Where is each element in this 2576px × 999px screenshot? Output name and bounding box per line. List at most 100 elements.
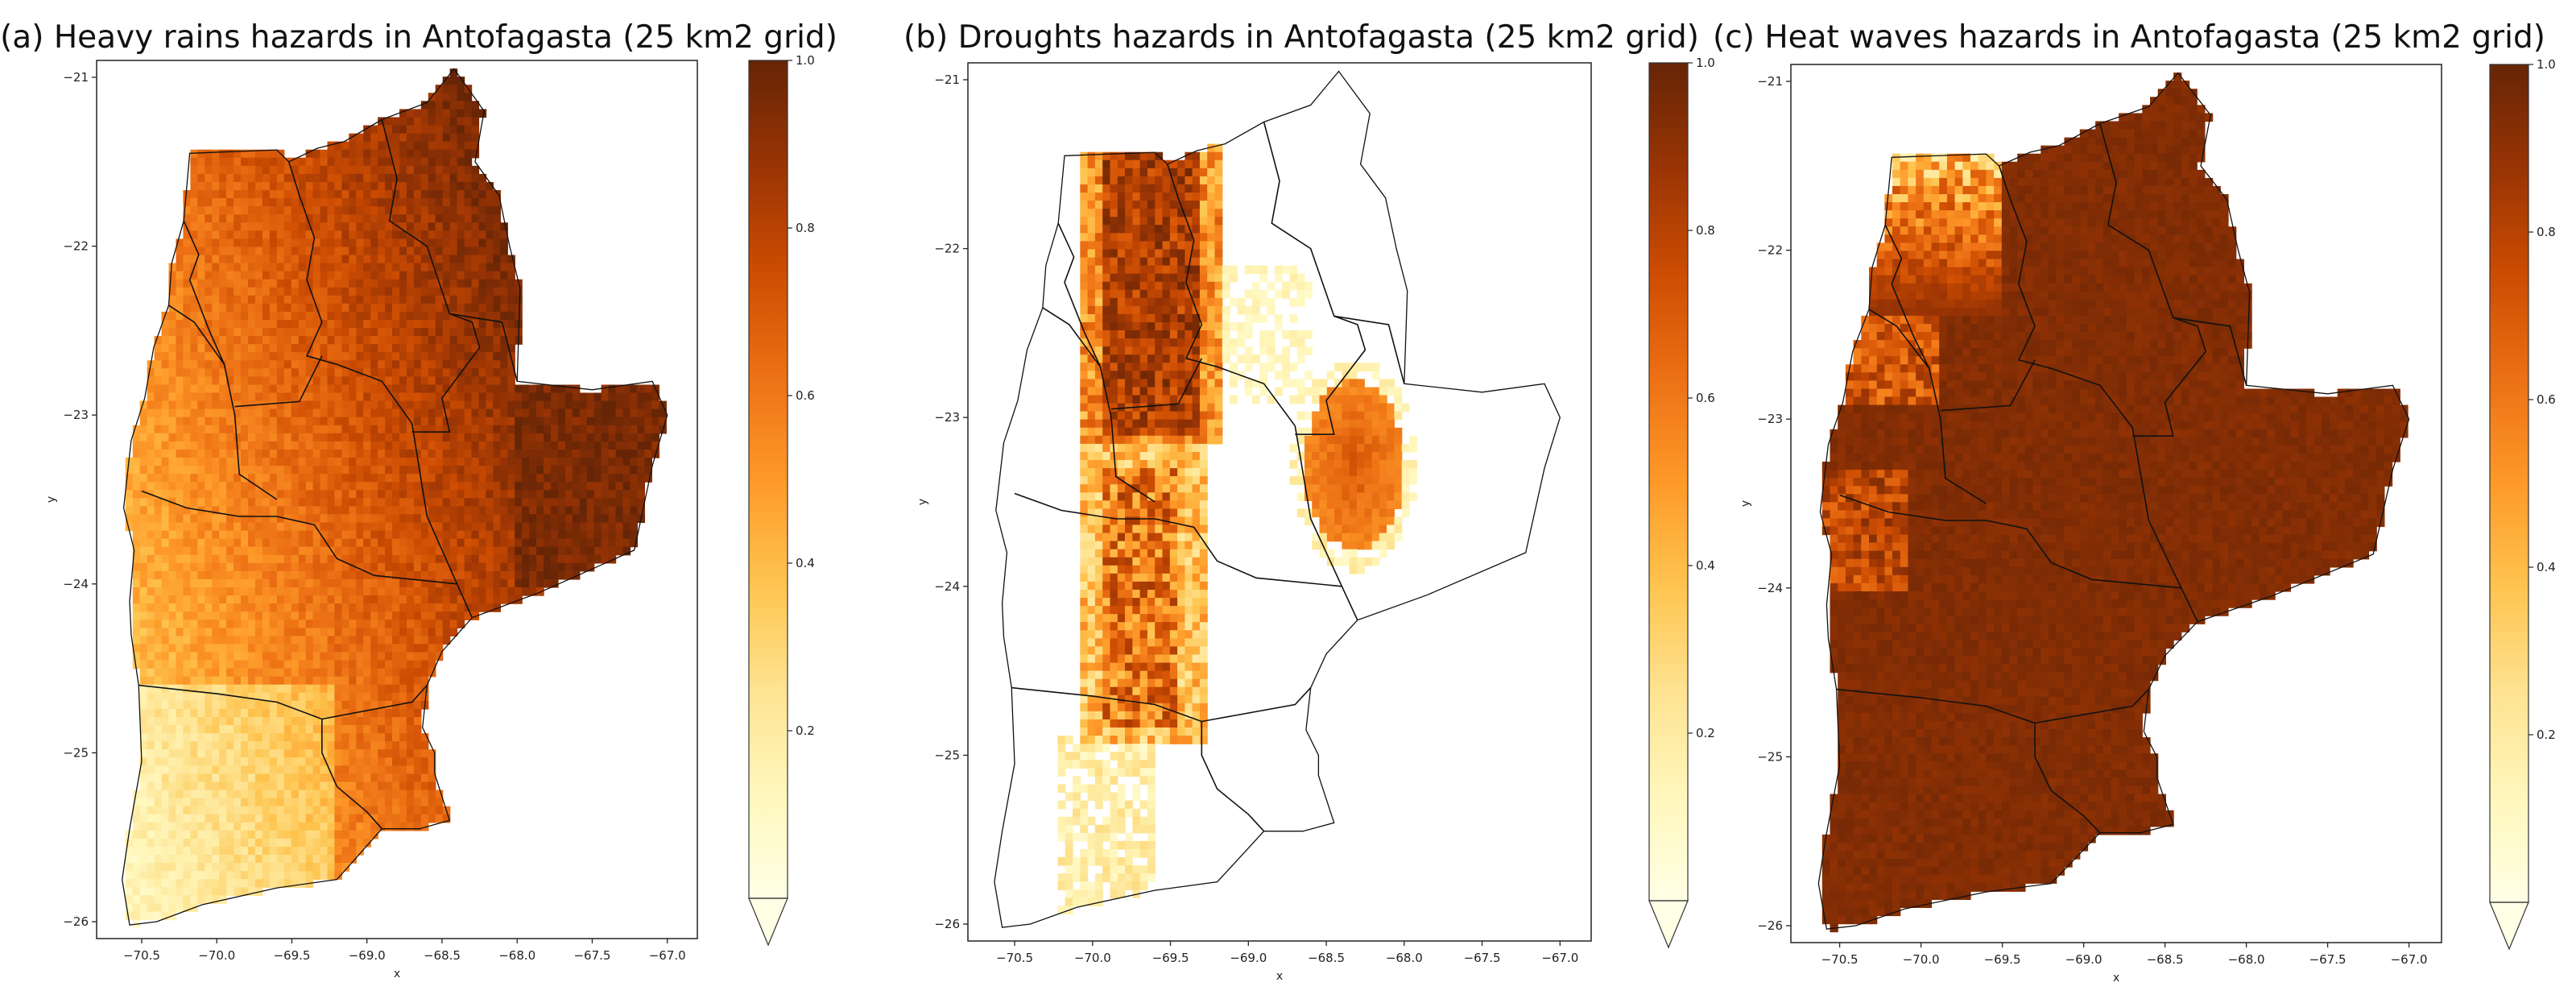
grid-cell [493, 433, 501, 442]
grid-cell [349, 700, 357, 710]
grid-cell [370, 441, 378, 450]
grid-cell [190, 595, 198, 604]
grid-cell [378, 214, 386, 223]
grid-cell [435, 198, 444, 207]
grid-cell [248, 311, 256, 321]
grid-cell [529, 392, 537, 402]
grid-cell [449, 68, 458, 77]
grid-cell [254, 514, 263, 524]
grid-cell [226, 506, 234, 516]
grid-cell [291, 198, 300, 207]
grid-cell [234, 263, 242, 272]
grid-cell [147, 538, 155, 548]
grid-cell [608, 546, 617, 556]
grid-cell [262, 181, 271, 191]
grid-cell [515, 311, 523, 321]
grid-cell [615, 433, 624, 442]
grid-cell [190, 441, 198, 450]
grid-cell [385, 441, 393, 450]
grid-cell [385, 717, 393, 726]
grid-cell [1155, 184, 1164, 193]
grid-cell [406, 368, 415, 377]
grid-cell [139, 466, 148, 475]
grid-cell [212, 522, 220, 532]
grid-cell [413, 303, 422, 313]
grid-cell [601, 514, 610, 524]
grid-cell [399, 708, 407, 718]
grid-cell [363, 198, 371, 207]
grid-cell [132, 660, 141, 669]
grid-cell [392, 570, 400, 580]
grid-cell [392, 125, 400, 135]
grid-cell [413, 660, 422, 669]
grid-cell [132, 482, 141, 491]
grid-cell [349, 271, 357, 280]
grid-cell [168, 603, 177, 612]
grid-cell [586, 546, 595, 556]
grid-cell [276, 376, 285, 386]
grid-cell [234, 360, 242, 369]
grid-cell [262, 214, 271, 223]
grid-cell [471, 271, 480, 280]
grid-cell [205, 279, 213, 288]
grid-cell [283, 287, 292, 296]
grid-cell [349, 676, 357, 686]
grid-cell [515, 554, 523, 564]
grid-cell [486, 198, 494, 207]
grid-cell [305, 408, 314, 418]
grid-cell [572, 522, 581, 532]
grid-cell [234, 546, 242, 556]
grid-cell [298, 838, 307, 848]
grid-cell [378, 611, 386, 620]
grid-cell [212, 466, 220, 475]
grid-cell [168, 466, 177, 475]
grid-cell [464, 214, 473, 223]
grid-cell [644, 384, 652, 394]
grid-cell [305, 725, 314, 734]
grid-cell [168, 676, 177, 686]
grid-cell [276, 562, 285, 572]
grid-cell [276, 165, 285, 175]
grid-cell [291, 425, 300, 434]
grid-cell [406, 117, 415, 126]
grid-cell [168, 863, 177, 872]
grid-cell [486, 506, 494, 516]
grid-cell [269, 206, 278, 215]
grid-cell [219, 417, 227, 426]
grid-cell [586, 474, 595, 483]
grid-cell [234, 863, 242, 872]
grid-cell [183, 773, 191, 783]
grid-cell [385, 328, 393, 337]
grid-cell [298, 287, 307, 296]
grid-cell [334, 368, 342, 377]
grid-cell [269, 458, 278, 466]
grid-cell [269, 676, 278, 686]
grid-cell [601, 466, 610, 475]
grid-cell [176, 798, 184, 807]
grid-cell [392, 546, 400, 556]
grid-cell [320, 458, 329, 466]
grid-cell [205, 603, 213, 612]
grid-cell [219, 392, 227, 402]
grid-cell [248, 530, 256, 540]
grid-cell [630, 408, 638, 418]
grid-cell [435, 530, 444, 540]
grid-cell [341, 644, 349, 653]
grid-cell [234, 498, 242, 507]
grid-cell [486, 222, 494, 231]
grid-cell [399, 384, 407, 394]
grid-cell [493, 328, 501, 337]
grid-cell [349, 311, 357, 321]
grid-cell [132, 636, 141, 645]
grid-cell [291, 157, 300, 167]
grid-cell [276, 798, 285, 807]
grid-cell [305, 279, 314, 288]
grid-cell [507, 578, 515, 588]
grid-cell [478, 562, 487, 572]
grid-cell [557, 506, 566, 516]
grid-cell [327, 498, 336, 507]
grid-cell [219, 871, 227, 880]
grid-cell [241, 352, 249, 361]
grid-cell [399, 360, 407, 369]
grid-cell [212, 247, 220, 256]
